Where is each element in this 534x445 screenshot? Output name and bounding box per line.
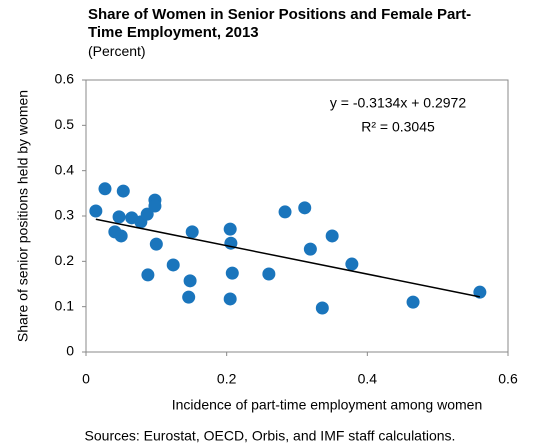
data-point xyxy=(140,207,154,221)
y-tick-label: 0.6 xyxy=(55,71,75,87)
x-tick-label: 0 xyxy=(82,371,90,387)
data-point xyxy=(185,225,199,239)
data-point xyxy=(89,204,103,218)
data-point xyxy=(141,268,155,282)
data-point xyxy=(149,237,163,251)
data-point xyxy=(223,222,237,236)
y-tick-label: 0.3 xyxy=(55,207,75,223)
y-axis-label: Share of senior positions held by women xyxy=(15,90,31,342)
data-point xyxy=(325,229,339,243)
x-tick-label: 0.4 xyxy=(358,371,378,387)
data-point xyxy=(166,258,180,272)
y-tick-label: 0.5 xyxy=(55,116,75,132)
data-point xyxy=(303,242,317,256)
data-point xyxy=(112,210,126,224)
x-tick-label: 0.6 xyxy=(498,371,518,387)
data-point xyxy=(345,257,359,271)
data-point xyxy=(114,229,128,243)
data-point xyxy=(183,274,197,288)
trend-equation: y = -0.3134x + 0.2972 xyxy=(330,95,466,111)
y-tick-label: 0.2 xyxy=(55,252,75,268)
data-point xyxy=(225,266,239,280)
data-point xyxy=(148,199,162,213)
y-tick-label: 0.1 xyxy=(55,297,75,313)
x-tick-label: 0.2 xyxy=(217,371,237,387)
trend-r2: R² = 0.3045 xyxy=(361,119,435,135)
data-point xyxy=(278,205,292,219)
data-point xyxy=(98,182,112,196)
y-tick-label: 0 xyxy=(66,343,74,359)
data-point xyxy=(298,201,312,215)
data-point xyxy=(406,295,420,309)
data-point xyxy=(223,292,237,306)
data-point xyxy=(182,290,196,304)
data-point xyxy=(116,184,130,198)
x-axis-label: Incidence of part-time employment among … xyxy=(172,397,482,413)
source-note: Sources: Eurostat, OECD, Orbis, and IMF … xyxy=(85,428,456,444)
chart-subtitle: (Percent) xyxy=(88,43,146,59)
chart-title: Share of Women in Senior Positions and F… xyxy=(88,6,472,41)
data-point xyxy=(315,301,329,315)
data-point xyxy=(262,267,276,281)
trend-line xyxy=(95,218,481,298)
y-tick-label: 0.4 xyxy=(55,161,75,177)
